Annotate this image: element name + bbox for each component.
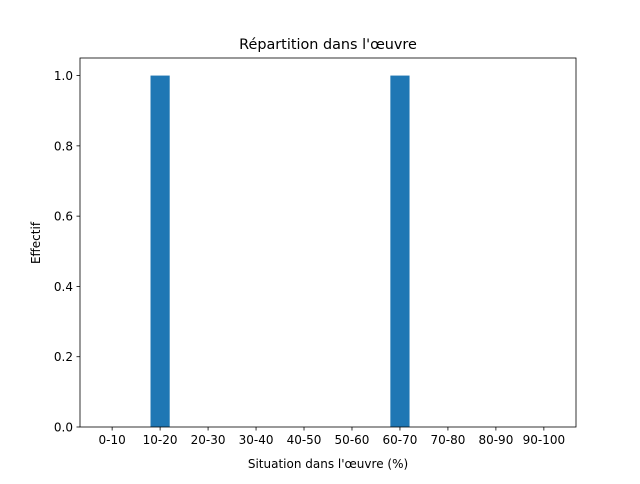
y-tick-label: 0.4 bbox=[54, 280, 73, 294]
x-axis-label: Situation dans l'œuvre (%) bbox=[248, 457, 408, 471]
bar-60-70 bbox=[390, 75, 410, 428]
axes-frame bbox=[79, 57, 577, 428]
x-ticks: 0-10 10-20 20-30 30-40 40-50 50-60 60-70 70-80 8… bbox=[99, 427, 566, 447]
y-tick-label: 1.0 bbox=[54, 69, 73, 83]
x-tick-label: 30-40 bbox=[239, 433, 274, 447]
y-tick-label: 0.2 bbox=[54, 350, 73, 364]
bar-10-20 bbox=[150, 75, 170, 428]
x-tick-label: 20-30 bbox=[191, 433, 226, 447]
x-tick-label: 80-90 bbox=[478, 433, 513, 447]
y-tick-label: 0.6 bbox=[54, 210, 73, 224]
x-tick-label: 10-20 bbox=[143, 433, 178, 447]
x-tick-label: 70-80 bbox=[430, 433, 465, 447]
x-tick-label: 0-10 bbox=[99, 433, 126, 447]
chart-title: Répartition dans l'œuvre bbox=[239, 37, 417, 53]
x-tick-label: 50-60 bbox=[335, 433, 370, 447]
x-tick-label: 90-100 bbox=[523, 433, 566, 447]
y-ticks: 0.0 0.2 0.4 0.6 0.8 1.0 bbox=[54, 69, 80, 435]
x-tick-label: 40-50 bbox=[287, 433, 322, 447]
y-tick-label: 0.8 bbox=[54, 139, 73, 153]
bars bbox=[150, 75, 410, 428]
y-axis-label: Effectif bbox=[29, 221, 43, 264]
x-tick-label: 60-70 bbox=[383, 433, 418, 447]
y-tick-label: 0.0 bbox=[54, 421, 73, 435]
